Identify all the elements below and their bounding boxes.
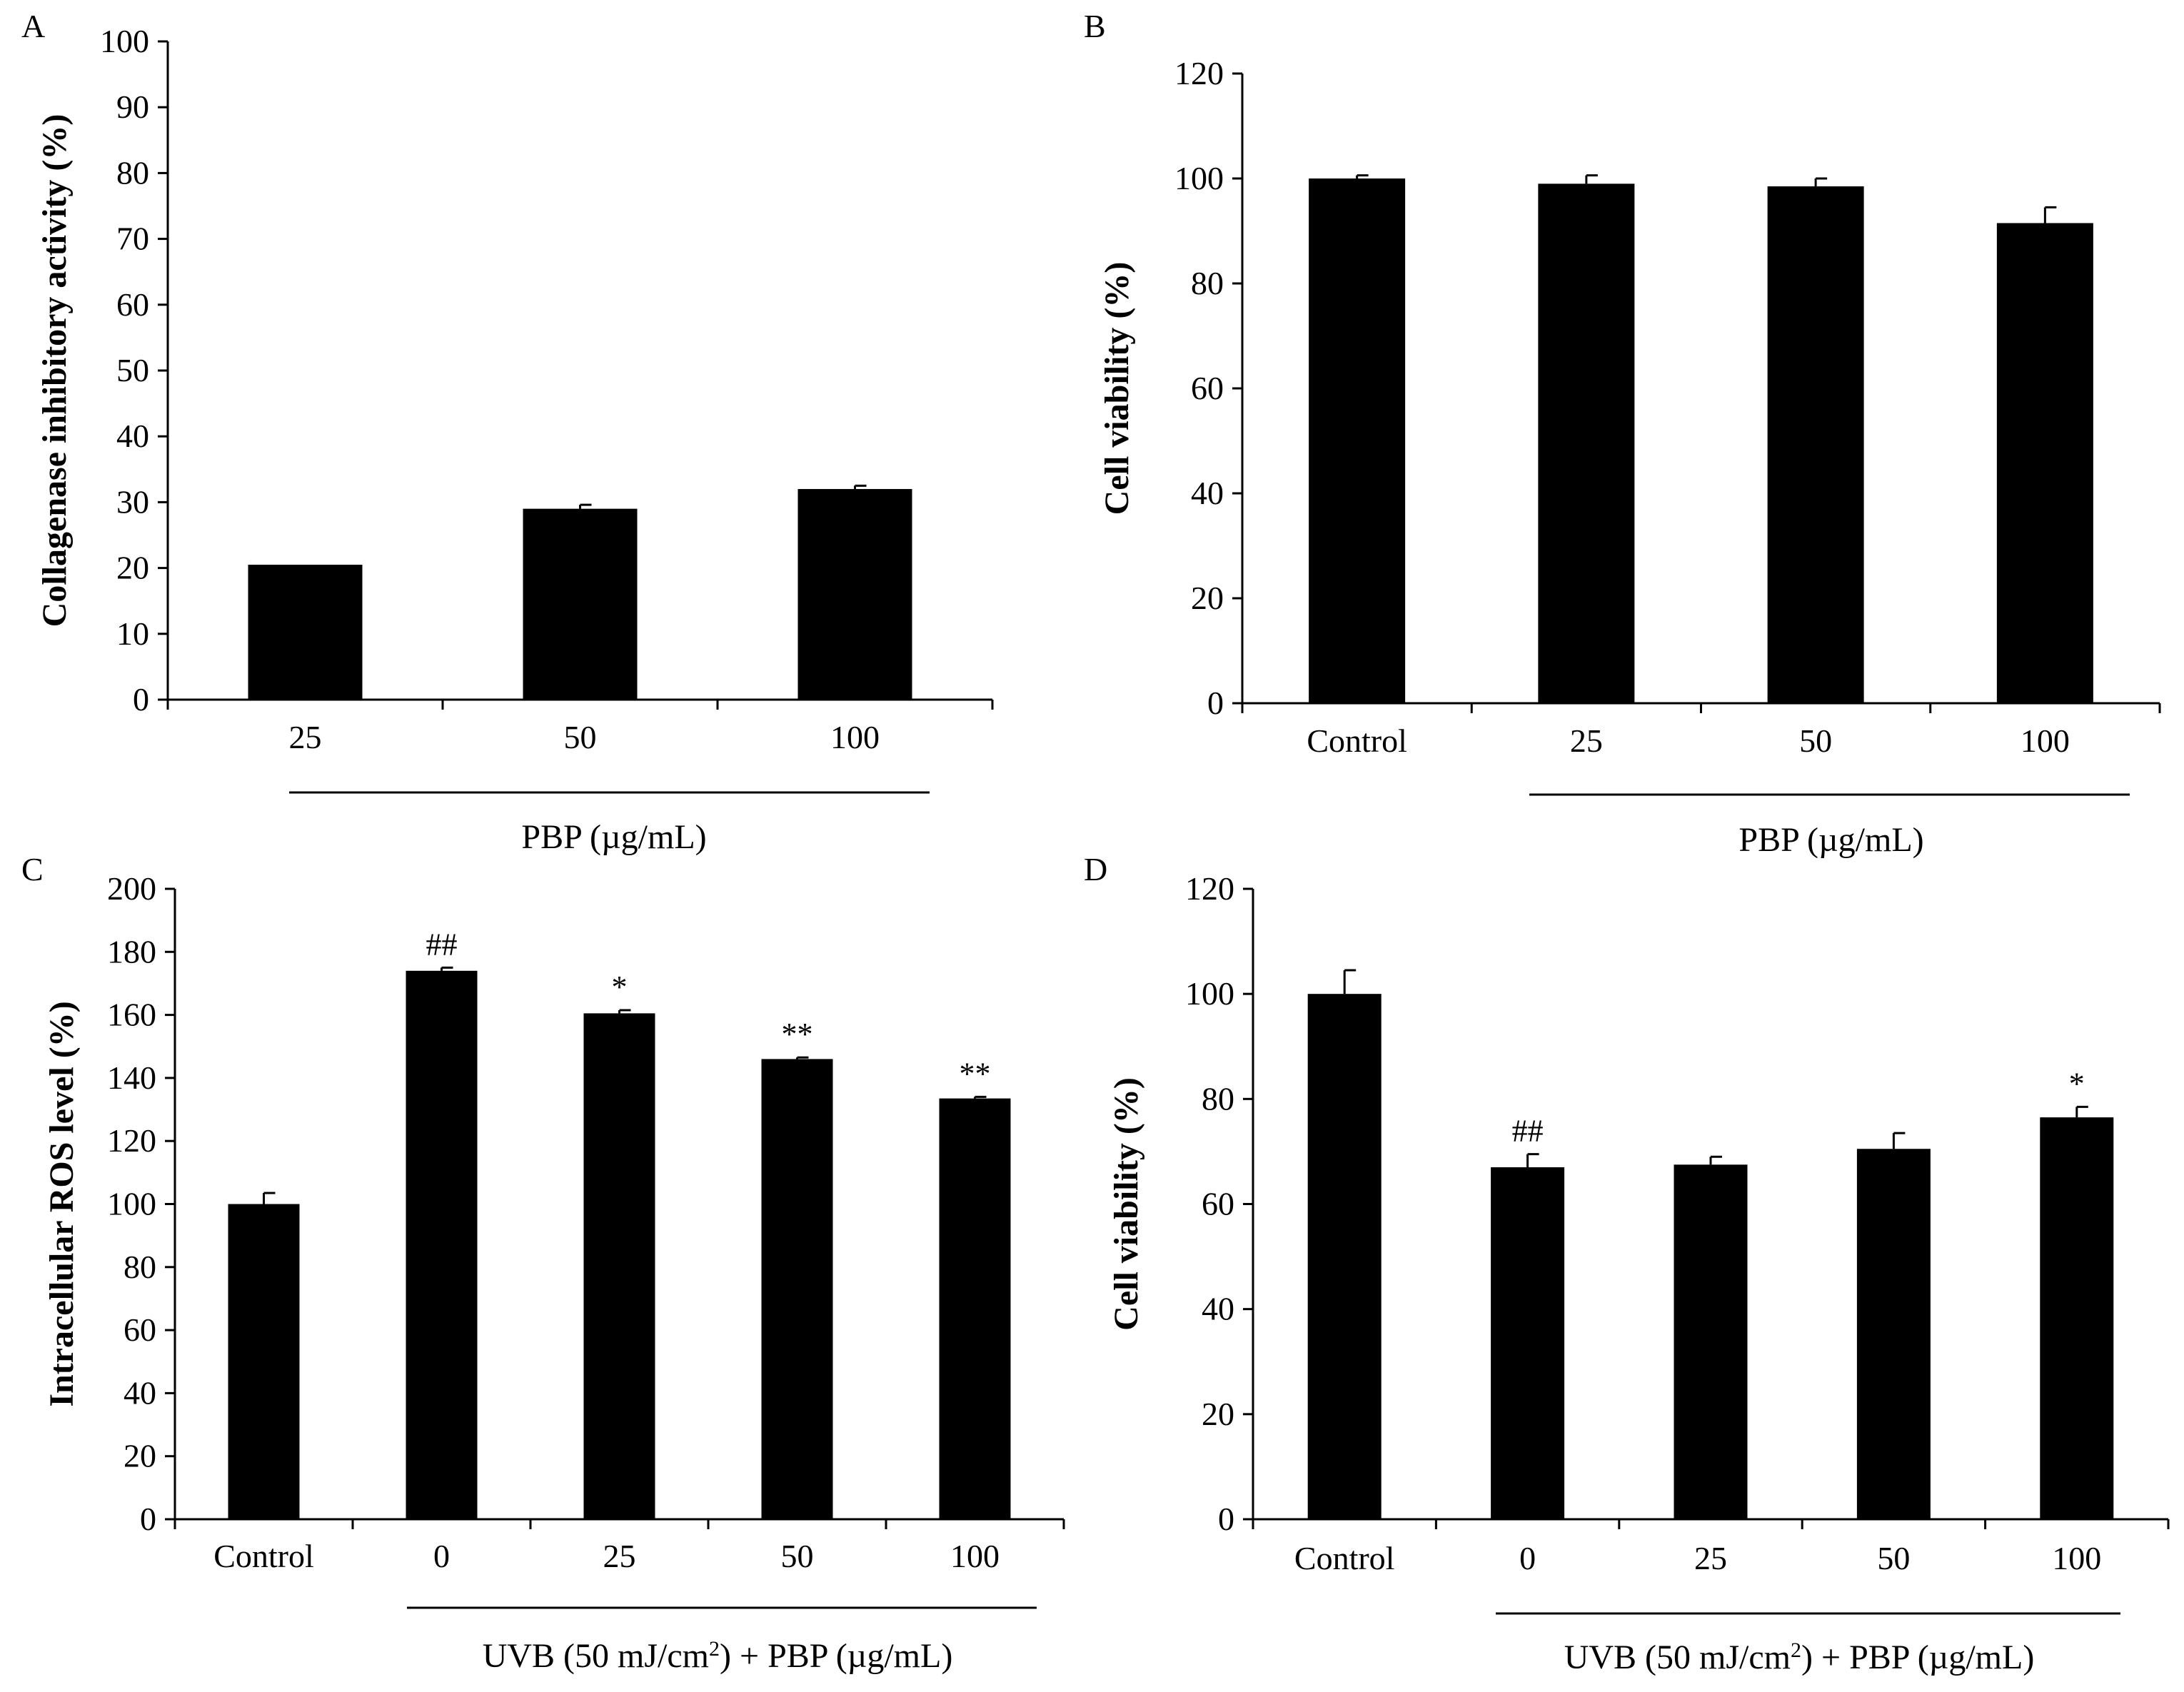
x-tick-label: 50 xyxy=(781,1538,814,1574)
y-tick-label: 140 xyxy=(107,1059,156,1096)
y-tick-label: 80 xyxy=(1202,1080,1234,1117)
y-tick-label: 80 xyxy=(116,154,149,191)
x-tick-label: 100 xyxy=(950,1538,1000,1574)
x-tick-label: 25 xyxy=(1694,1540,1727,1576)
x-tick-label: 100 xyxy=(830,719,880,755)
y-tick-label: 80 xyxy=(124,1249,156,1285)
bar xyxy=(2040,1117,2114,1519)
bar xyxy=(228,1204,300,1519)
y-axis-label: Collagenase inhibitory activity (%) xyxy=(36,114,74,628)
chart-panel-d: D 0 20 40 60 80 100 120 Control 0 ## 25 50 100 * UVB (5… xyxy=(1084,851,2170,1677)
significance-annotation: * xyxy=(612,970,628,1004)
y-tick-label: 60 xyxy=(1202,1186,1234,1222)
y-tick-label: 160 xyxy=(107,997,156,1033)
y-tick-label: 200 xyxy=(107,870,156,907)
y-tick-label: 60 xyxy=(1191,370,1224,406)
bar xyxy=(797,488,912,700)
y-tick-label: 40 xyxy=(1191,475,1224,511)
y-axis-label: Cell viability (%) xyxy=(1107,1077,1145,1331)
y-tick-label: 120 xyxy=(1185,870,1234,907)
bar xyxy=(1491,1167,1565,1519)
panel-label: A xyxy=(21,8,45,44)
y-tick-label: 0 xyxy=(133,681,149,717)
significance-annotation: * xyxy=(2069,1066,2085,1101)
y-tick-label: 20 xyxy=(1191,580,1224,616)
x-tick-label: 25 xyxy=(289,719,322,755)
x-axis-title-tail: ) + PBP (µg/mL) xyxy=(720,1637,952,1675)
y-tick-label: 20 xyxy=(1202,1396,1234,1432)
y-tick-label: 40 xyxy=(124,1374,156,1411)
y-tick-label: 40 xyxy=(116,418,149,454)
y-tick-label: 0 xyxy=(1218,1501,1234,1537)
y-tick-label: 80 xyxy=(1191,265,1224,301)
y-tick-label: 100 xyxy=(1185,975,1234,1012)
y-tick-label: 30 xyxy=(116,483,149,520)
x-tick-label: 0 xyxy=(433,1538,450,1574)
bar xyxy=(1309,178,1406,703)
x-axis-title: PBP (µg/mL) xyxy=(521,818,706,856)
y-axis-label: Cell viability (%) xyxy=(1098,262,1136,515)
significance-annotation: ## xyxy=(426,927,458,962)
x-axis-title: UVB (50 mJ/cm2) + PBP (µg/mL) xyxy=(483,1637,953,1676)
y-tick-label: 100 xyxy=(107,1186,156,1222)
bar xyxy=(1538,183,1635,704)
x-tick-label: 100 xyxy=(2052,1540,2101,1576)
x-axis-title-superscript: 2 xyxy=(1791,1638,1801,1662)
y-tick-label: 20 xyxy=(116,550,149,586)
panel-label: B xyxy=(1084,8,1106,44)
y-tick-label: 70 xyxy=(116,221,149,257)
chart-panel-a: A 0 10 20 30 40 50 60 70 80 90 100 25 50 100 PBP (µg/mL… xyxy=(21,8,994,856)
x-axis-title-superscript: 2 xyxy=(709,1637,720,1661)
y-tick-label: 50 xyxy=(116,352,149,388)
x-axis-title: PBP (µg/mL) xyxy=(1738,821,1923,859)
y-tick-label: 100 xyxy=(100,23,149,59)
y-tick-label: 120 xyxy=(107,1122,156,1159)
significance-annotation: ** xyxy=(960,1056,991,1091)
significance-annotation: ## xyxy=(1512,1114,1544,1149)
y-tick-label: 120 xyxy=(1174,55,1224,91)
x-tick-label: 25 xyxy=(603,1538,636,1574)
x-tick-label: 50 xyxy=(1877,1540,1910,1576)
x-tick-label: Control xyxy=(1294,1540,1395,1576)
x-axis-title-part: UVB (50 mJ/cm xyxy=(483,1637,709,1675)
bar xyxy=(761,1059,833,1519)
bar xyxy=(1307,994,1382,1519)
x-tick-label: 50 xyxy=(1799,722,1832,759)
panel-label: D xyxy=(1084,851,1107,887)
y-tick-label: 60 xyxy=(116,286,149,323)
y-tick-label: 20 xyxy=(124,1438,156,1474)
bar xyxy=(939,1098,1011,1519)
y-axis-label: Intracellular ROS level (%) xyxy=(43,1001,81,1406)
bar xyxy=(583,1013,655,1519)
x-tick-label: Control xyxy=(213,1538,314,1574)
panel-label: C xyxy=(21,851,44,887)
bar xyxy=(1996,223,2093,704)
x-axis-title: UVB (50 mJ/cm2) + PBP (µg/mL) xyxy=(1564,1638,2035,1677)
bar xyxy=(1856,1149,1931,1519)
y-tick-label: 100 xyxy=(1174,160,1224,196)
x-tick-label: 50 xyxy=(564,719,597,755)
y-tick-label: 0 xyxy=(1207,685,1224,721)
y-tick-label: 60 xyxy=(124,1311,156,1348)
x-tick-label: 0 xyxy=(1519,1540,1536,1576)
y-tick-label: 10 xyxy=(116,615,149,652)
x-tick-label: 25 xyxy=(1570,722,1603,759)
bar xyxy=(406,970,478,1519)
bar xyxy=(523,508,638,700)
x-tick-label: Control xyxy=(1307,722,1407,759)
y-tick-label: 180 xyxy=(107,933,156,970)
y-tick-label: 90 xyxy=(116,89,149,125)
significance-annotation: ** xyxy=(782,1017,813,1052)
x-axis-title-part: UVB (50 mJ/cm xyxy=(1564,1638,1791,1676)
chart-panel-b: B 0 20 40 60 80 100 120 Control 25 50 100 PBP (µg/mL… xyxy=(1084,8,2161,859)
y-tick-label: 0 xyxy=(140,1501,156,1537)
y-tick-label: 40 xyxy=(1202,1291,1234,1327)
x-tick-label: 100 xyxy=(2021,722,2070,759)
bar xyxy=(248,564,363,700)
x-axis-title-tail: ) + PBP (µg/mL) xyxy=(1801,1638,2034,1676)
bar xyxy=(1674,1164,1748,1519)
bar xyxy=(1767,186,1864,703)
